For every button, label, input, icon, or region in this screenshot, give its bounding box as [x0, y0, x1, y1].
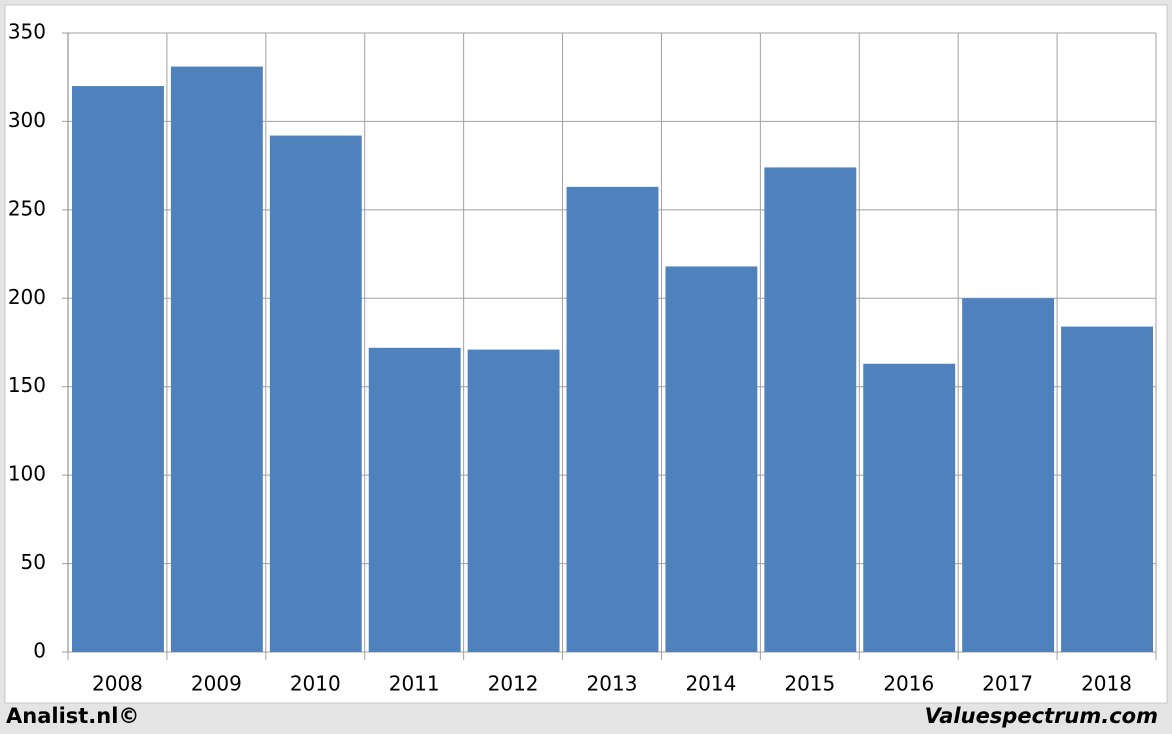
x-tick-label: 2016 — [883, 672, 934, 696]
bar — [863, 363, 956, 652]
x-tick-label: 2013 — [587, 672, 638, 696]
x-tick-label: 2017 — [982, 672, 1033, 696]
bar — [962, 298, 1055, 652]
x-tick-label: 2014 — [685, 672, 736, 696]
footer-left: Analist.nl© — [6, 704, 139, 728]
x-tick-label: 2015 — [784, 672, 835, 696]
y-tick-label: 150 — [8, 373, 46, 397]
bar — [170, 66, 263, 653]
bar — [269, 135, 362, 652]
bar — [72, 86, 164, 653]
y-tick-label: 250 — [8, 196, 46, 220]
bar — [368, 347, 461, 652]
y-tick-label: 300 — [8, 108, 46, 132]
y-tick-label: 100 — [8, 462, 46, 486]
x-tick-label: 2018 — [1081, 672, 1132, 696]
bar — [665, 266, 758, 652]
x-tick-label: 2011 — [389, 672, 440, 696]
x-tick-label: 2010 — [290, 672, 341, 696]
bar — [467, 349, 560, 652]
y-tick-label: 200 — [8, 285, 46, 309]
bar — [1061, 326, 1153, 652]
x-tick-label: 2008 — [92, 672, 143, 696]
y-tick-label: 50 — [21, 550, 46, 574]
footer-right: Valuespectrum.com — [925, 704, 1158, 728]
bar — [764, 167, 857, 652]
y-tick-label: 0 — [33, 639, 46, 663]
x-tick-label: 2009 — [191, 672, 242, 696]
bar — [566, 186, 659, 652]
x-tick-label: 2012 — [488, 672, 539, 696]
y-tick-label: 350 — [8, 20, 46, 44]
